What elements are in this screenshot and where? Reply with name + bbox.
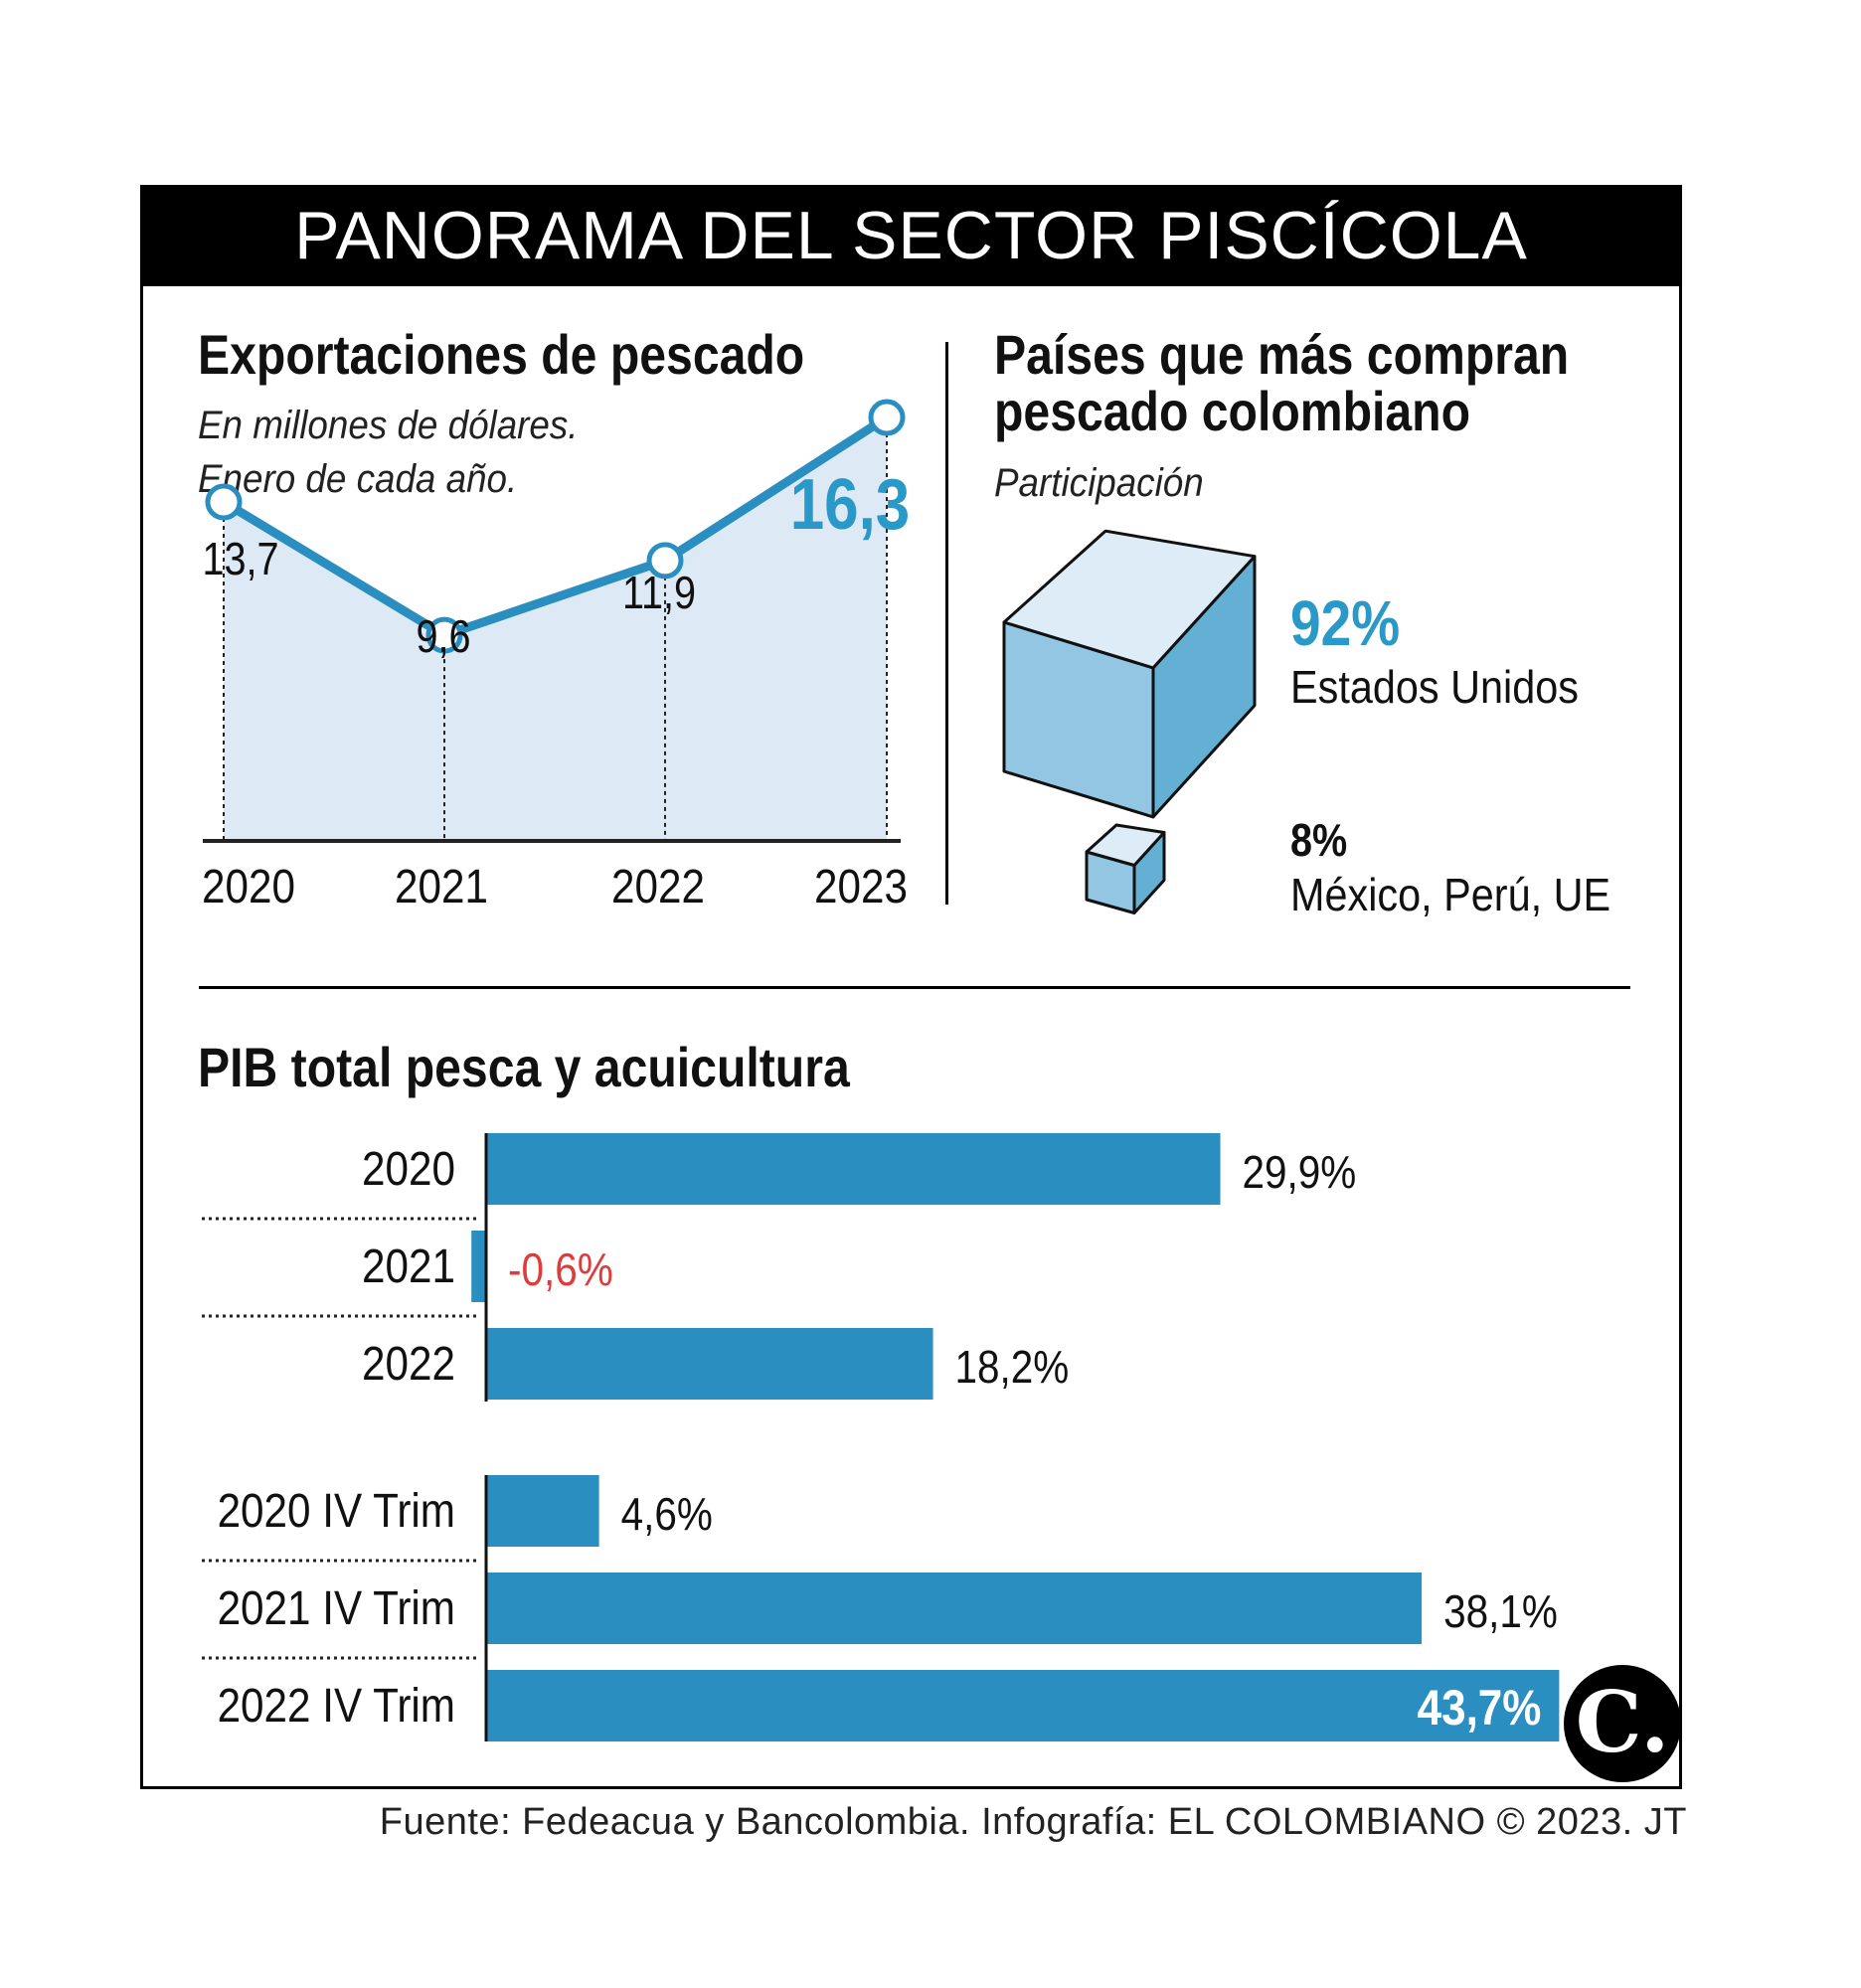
gdp-category-label: 2022	[362, 1336, 455, 1390]
exports-point	[425, 616, 463, 654]
exports-tick-label: 2021	[395, 859, 488, 912]
gdp-value-label: -0,6%	[508, 1245, 613, 1296]
gdp-bar	[471, 1231, 486, 1302]
gdp-bar	[486, 1573, 1423, 1644]
gdp-category-label: 2020	[362, 1141, 455, 1195]
exports-subtitle-1: En millones de dólares.	[198, 404, 579, 447]
section-divider	[199, 986, 1630, 989]
gdp-bar	[486, 1133, 1221, 1205]
gdp-bar	[486, 1475, 599, 1547]
buyers-rest-pct: 8%	[1290, 814, 1348, 866]
exports-value-label: 16,3	[790, 465, 910, 545]
exports-tick-label: 2022	[611, 859, 705, 912]
buyers-title-1: Países que más compran	[994, 323, 1570, 386]
gdp-bar	[486, 1670, 1560, 1741]
buyers-title-2: pescado colombiano	[994, 380, 1471, 442]
exports-point	[868, 399, 906, 436]
gdp-value-label: 18,2%	[955, 1343, 1070, 1394]
buyers-main-pct: 92%	[1290, 587, 1401, 659]
column-divider	[945, 342, 948, 905]
gdp-title: PIB total pesca y acuicultura	[198, 1036, 850, 1098]
gdp-category-label: 2021 IV Trim	[218, 1580, 455, 1634]
gdp-value-label: 38,1%	[1443, 1587, 1558, 1638]
page-title: PANORAMA DEL SECTOR PISCÍCOLA	[140, 185, 1682, 286]
exports-point	[205, 483, 243, 521]
gdp-category-label: 2022 IV Trim	[218, 1678, 455, 1732]
gdp-bar	[486, 1328, 933, 1400]
exports-value-label: 9,6	[417, 611, 471, 662]
gdp-value-label: 29,9%	[1243, 1148, 1357, 1199]
gdp-value-label: 4,6%	[621, 1490, 713, 1541]
exports-tick-label: 2023	[814, 859, 908, 912]
exports-line	[221, 414, 890, 640]
gdp-value-label: 43,7%	[1418, 1679, 1542, 1735]
exports-point	[646, 542, 684, 580]
cube-large-top-face	[1002, 529, 1257, 670]
exports-area	[224, 416, 887, 841]
buyers-subtitle: Participación	[994, 461, 1204, 505]
logo: C.	[1564, 1665, 1681, 1782]
buyers-main-name: Estados Unidos	[1290, 661, 1579, 713]
source-note: Fuente: Fedeacua y Bancolombia. Infograf…	[379, 1801, 1687, 1843]
gdp-category-label: 2021	[362, 1239, 455, 1292]
exports-subtitle-2: Enero de cada año.	[198, 457, 518, 501]
exports-tick-label: 2020	[202, 859, 295, 912]
buyers-rest-name: México, Perú, UE	[1290, 869, 1611, 920]
exports-title: Exportaciones de pescado	[198, 323, 805, 386]
exports-value-label: 11,9	[622, 568, 696, 618]
gdp-category-label: 2020 IV Trim	[218, 1483, 455, 1537]
exports-value-label: 13,7	[203, 534, 279, 584]
cube-small-top-face	[1085, 823, 1166, 867]
